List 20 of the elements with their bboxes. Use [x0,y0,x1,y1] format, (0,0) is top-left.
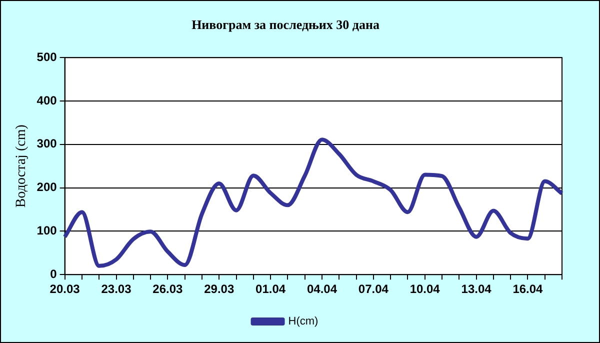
x-tick-label: 13.04 [461,282,492,296]
x-tick-label: 29.03 [204,282,234,296]
y-tick-label: 200 [36,180,58,194]
x-tick-label: 10.04 [410,282,440,296]
x-tick-label: 07.04 [358,282,389,296]
x-tick-label: 01.04 [256,282,286,296]
x-tick-label: 26.03 [152,282,184,296]
x-tick-label: 04.04 [306,282,338,296]
x-tick-label: 20.03 [50,282,80,296]
x-tick-label: 23.03 [101,282,132,296]
legend-label: H(cm) [288,316,318,328]
chart-title: Нивограм за последњих 30 дана [192,17,380,32]
y-axis-title: Водостај (cm) [14,124,30,208]
y-tick-label: 300 [36,136,58,151]
x-tick-label: 16.04 [512,282,544,296]
y-tick-label: 0 [50,266,58,281]
y-tick-label: 500 [36,50,58,64]
y-tick-label: 400 [36,93,58,108]
y-tick-label: 100 [36,224,58,238]
line-series [62,138,564,268]
